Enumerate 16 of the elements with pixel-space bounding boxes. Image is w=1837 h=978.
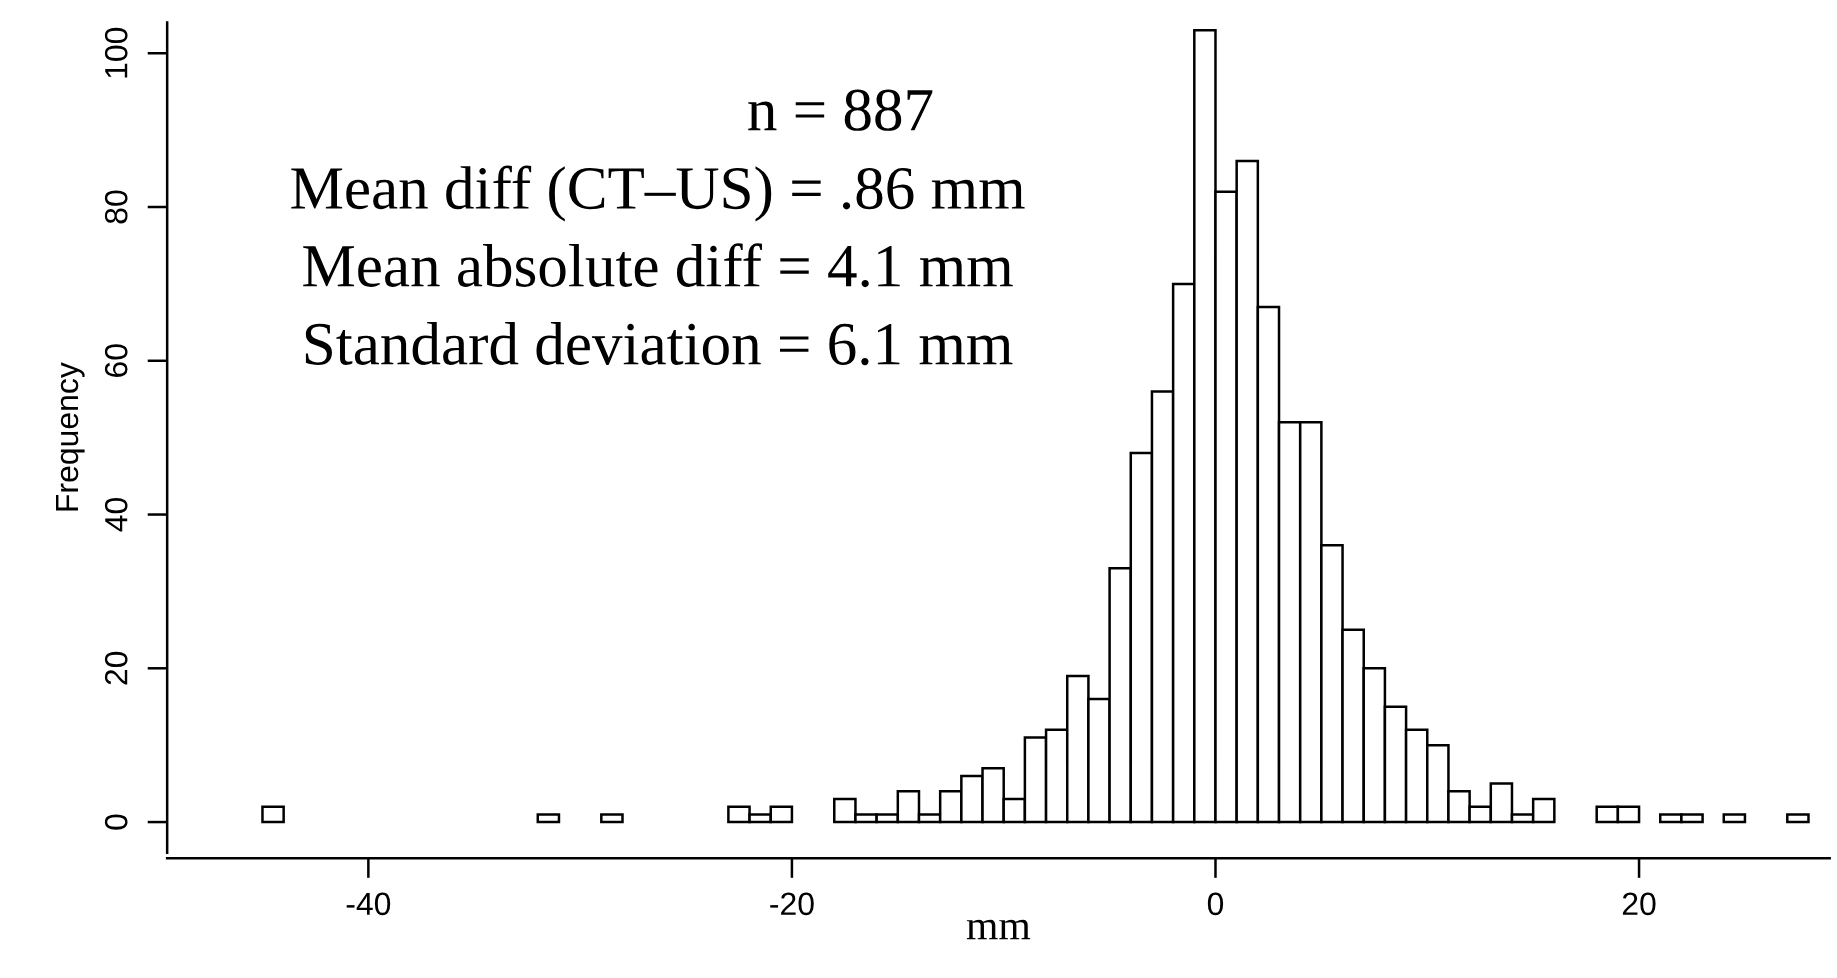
x-tick-label: 20 — [1622, 892, 1656, 916]
y-tick-label: 80 — [104, 190, 128, 224]
annotation: Standard deviation = 6.1 mm — [305, 321, 1013, 366]
annotation: Mean diff (CT–US) = .86 mm — [291, 165, 1025, 222]
y-tick-label: 40 — [104, 498, 128, 532]
y-tick-label: 0 — [104, 814, 128, 830]
x-tick-label: -20 — [770, 892, 814, 916]
x-tick-label: 0 — [1207, 892, 1224, 916]
y-axis-title: Frequency — [56, 362, 85, 511]
annotation: Mean absolute diff = 4.1 mm — [303, 243, 1013, 288]
y-tick-label: 20 — [104, 651, 128, 685]
x-tick-label: -40 — [346, 892, 391, 916]
annotation: n = 887 — [748, 89, 933, 131]
x-axis-title: mm — [966, 919, 1031, 940]
y-tick-label: 60 — [104, 344, 128, 377]
y-tick-label: 100 — [104, 27, 128, 78]
